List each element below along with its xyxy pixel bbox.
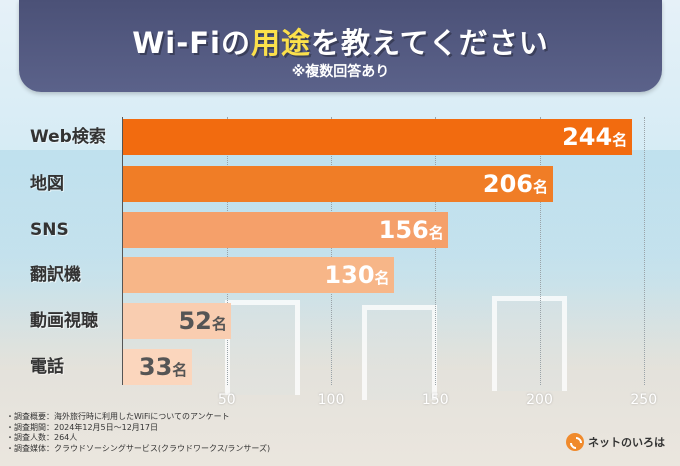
chart-subtitle: ※複数回答あり <box>291 64 390 80</box>
title-highlight: 用途 <box>251 26 312 60</box>
chart-title: Wi-Fiの用途を教えてください <box>19 20 662 62</box>
gridline <box>226 117 228 385</box>
value-number: 244 <box>562 123 613 151</box>
value-number: 206 <box>482 170 533 198</box>
value-label: 52名 <box>127 303 227 339</box>
value-label: 244名 <box>527 119 627 155</box>
value-number: 52 <box>178 307 212 335</box>
x-tick-label: 250 <box>630 392 658 408</box>
value-unit: 名 <box>532 178 548 196</box>
gridline <box>331 117 332 385</box>
category-label: 電話 <box>30 357 64 377</box>
title-text: を教えてください <box>311 26 549 60</box>
bar-4 <box>123 303 232 339</box>
note-line: ・調査概要：海外旅行時に利用したWiFiについてのアンケート <box>6 412 230 421</box>
x-tick-label: 50 <box>217 392 236 408</box>
x-tick-label: 100 <box>317 392 345 408</box>
value-label: 206名 <box>448 166 548 202</box>
value-unit: 名 <box>211 315 227 333</box>
y-axis-line <box>122 117 123 385</box>
note-line: ・調査期間：2024年12月5日～12月17日 <box>6 422 158 432</box>
bar-5 <box>123 349 192 385</box>
note-line: ・調査媒体：クラウドソーシングサービス(クラウドワークス/ランサーズ) <box>6 443 271 453</box>
value-label: 33名 <box>87 349 187 385</box>
bar-3 <box>123 257 395 293</box>
value-number: 156 <box>378 216 429 244</box>
title-banner: Wi-Fiの用途を教えてください ※複数回答あり <box>19 0 662 92</box>
beach-chair-image <box>362 305 437 400</box>
category-label: 地図 <box>30 174 64 194</box>
logo-text: ネットのいろは <box>588 436 665 449</box>
logo-circle-icon <box>566 433 584 451</box>
x-tick-label: 200 <box>526 392 553 408</box>
value-unit: 名 <box>428 224 444 242</box>
title-text: Wi-Fiの <box>132 26 251 60</box>
gridline <box>539 117 541 385</box>
bar-1 <box>123 166 553 202</box>
beach-chair-image <box>225 300 300 395</box>
category-label: 動画視聴 <box>30 311 98 331</box>
value-unit: 名 <box>612 131 628 149</box>
bar-2 <box>123 212 449 248</box>
category-label: Web検索 <box>30 127 106 147</box>
value-number: 130 <box>324 261 375 289</box>
category-label: 翻訳機 <box>30 265 81 285</box>
note-line: ・調査人数：264人 <box>6 433 78 442</box>
x-tick-label: 150 <box>421 392 449 408</box>
bar-0 <box>123 119 632 155</box>
value-label: 156名 <box>344 212 444 248</box>
survey-notes: ・調査概要：海外旅行時に利用したWiFiについてのアンケート ・調査期間：202… <box>6 412 270 454</box>
value-label: 130名 <box>290 257 390 293</box>
value-unit: 名 <box>374 269 390 287</box>
category-label: SNS <box>30 220 69 240</box>
value-unit: 名 <box>172 361 188 379</box>
gridline <box>643 117 645 385</box>
gridline <box>435 117 437 385</box>
value-number: 33 <box>138 353 173 381</box>
brand-logo: ネットのいろは <box>566 433 665 451</box>
beach-chair-image <box>492 296 567 391</box>
